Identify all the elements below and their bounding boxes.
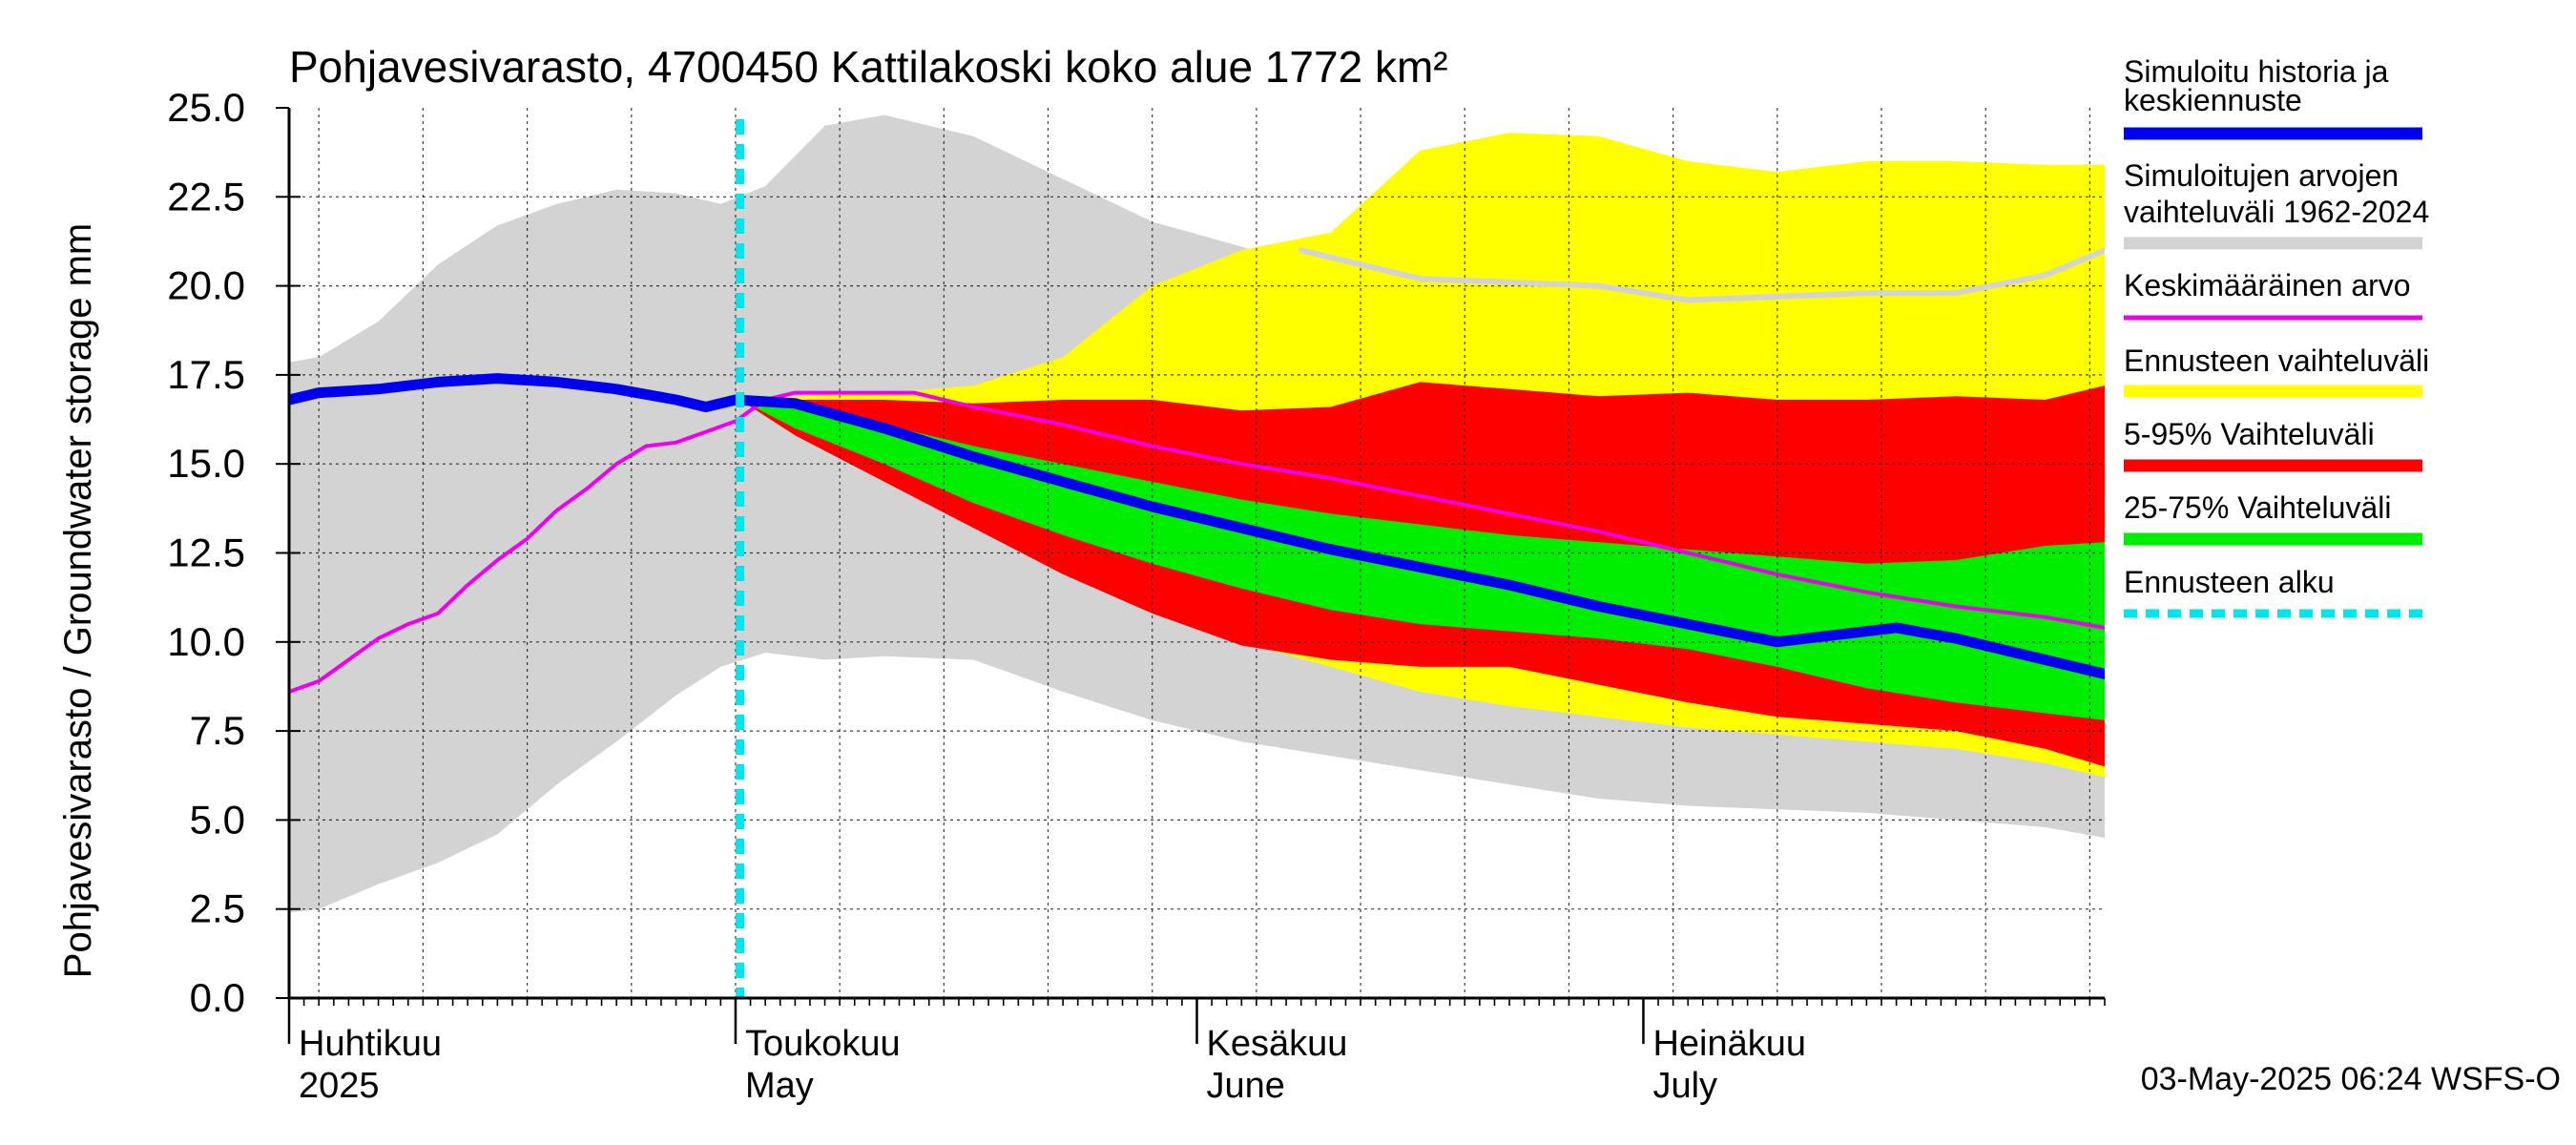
axes: 0.0 2.5 5.0 7.5 10.0 12.5 15.0 17.5 20.0 22.5 25.0… (167, 85, 2106, 1106)
month-label-en: May (745, 1066, 814, 1106)
y-tick-label: 20.0 (167, 263, 245, 308)
legend-label: Keskimääräinen arvo (2124, 268, 2411, 302)
legend-label: Simuloitujen arvojen (2124, 158, 2399, 193)
month-label-en: July (1652, 1066, 1717, 1106)
legend-label: vaihteluväli 1962-2024 (2124, 195, 2429, 229)
legend-label: 5-95% Vaihteluväli (2124, 417, 2375, 451)
series-line (1298, 247, 2105, 303)
y-tick-label: 25.0 (167, 85, 245, 130)
series-line (289, 390, 2105, 695)
legend-label: Ennusteen vaihteluväli (2124, 344, 2429, 378)
month-label-fi: Huhtikuu (299, 1024, 442, 1064)
y-tick-label: 12.5 (167, 531, 245, 575)
legend-label: Ennusteen alku (2124, 565, 2335, 599)
chart-title: Pohjavesivarasto, 4700450 Kattilakoski k… (289, 42, 1448, 92)
month-label-fi: Kesäkuu (1207, 1024, 1348, 1064)
legend-label: keskiennuste (2124, 83, 2302, 117)
y-tick-label: 22.5 (167, 174, 245, 219)
grid-lines (289, 108, 2105, 998)
y-tick-label: 0.0 (190, 975, 245, 1020)
series-line (289, 373, 2105, 679)
y-axis-label: Pohjavesivarasto / Groundwater storage m… (57, 223, 99, 978)
month-label-fi: Heinäkuu (1652, 1024, 1806, 1064)
y-tick-label: 5.0 (190, 797, 245, 842)
legend-label: 25-75% Vaihteluväli (2124, 490, 2391, 525)
y-tick-label: 2.5 (190, 886, 245, 931)
series-lines (289, 119, 2105, 998)
month-label-en: June (1207, 1066, 1285, 1106)
month-label-en: 2025 (299, 1066, 380, 1106)
timestamp-footer: 03-May-2025 06:24 WSFS-O (2141, 1061, 2561, 1097)
month-label-fi: Toukokuu (745, 1024, 901, 1064)
legend-label: Simuloitu historia ja (2124, 54, 2389, 89)
y-tick-label: 15.0 (167, 441, 245, 486)
y-tick-label: 17.5 (167, 352, 245, 397)
y-tick-label: 7.5 (190, 708, 245, 753)
y-tick-label: 10.0 (167, 619, 245, 664)
